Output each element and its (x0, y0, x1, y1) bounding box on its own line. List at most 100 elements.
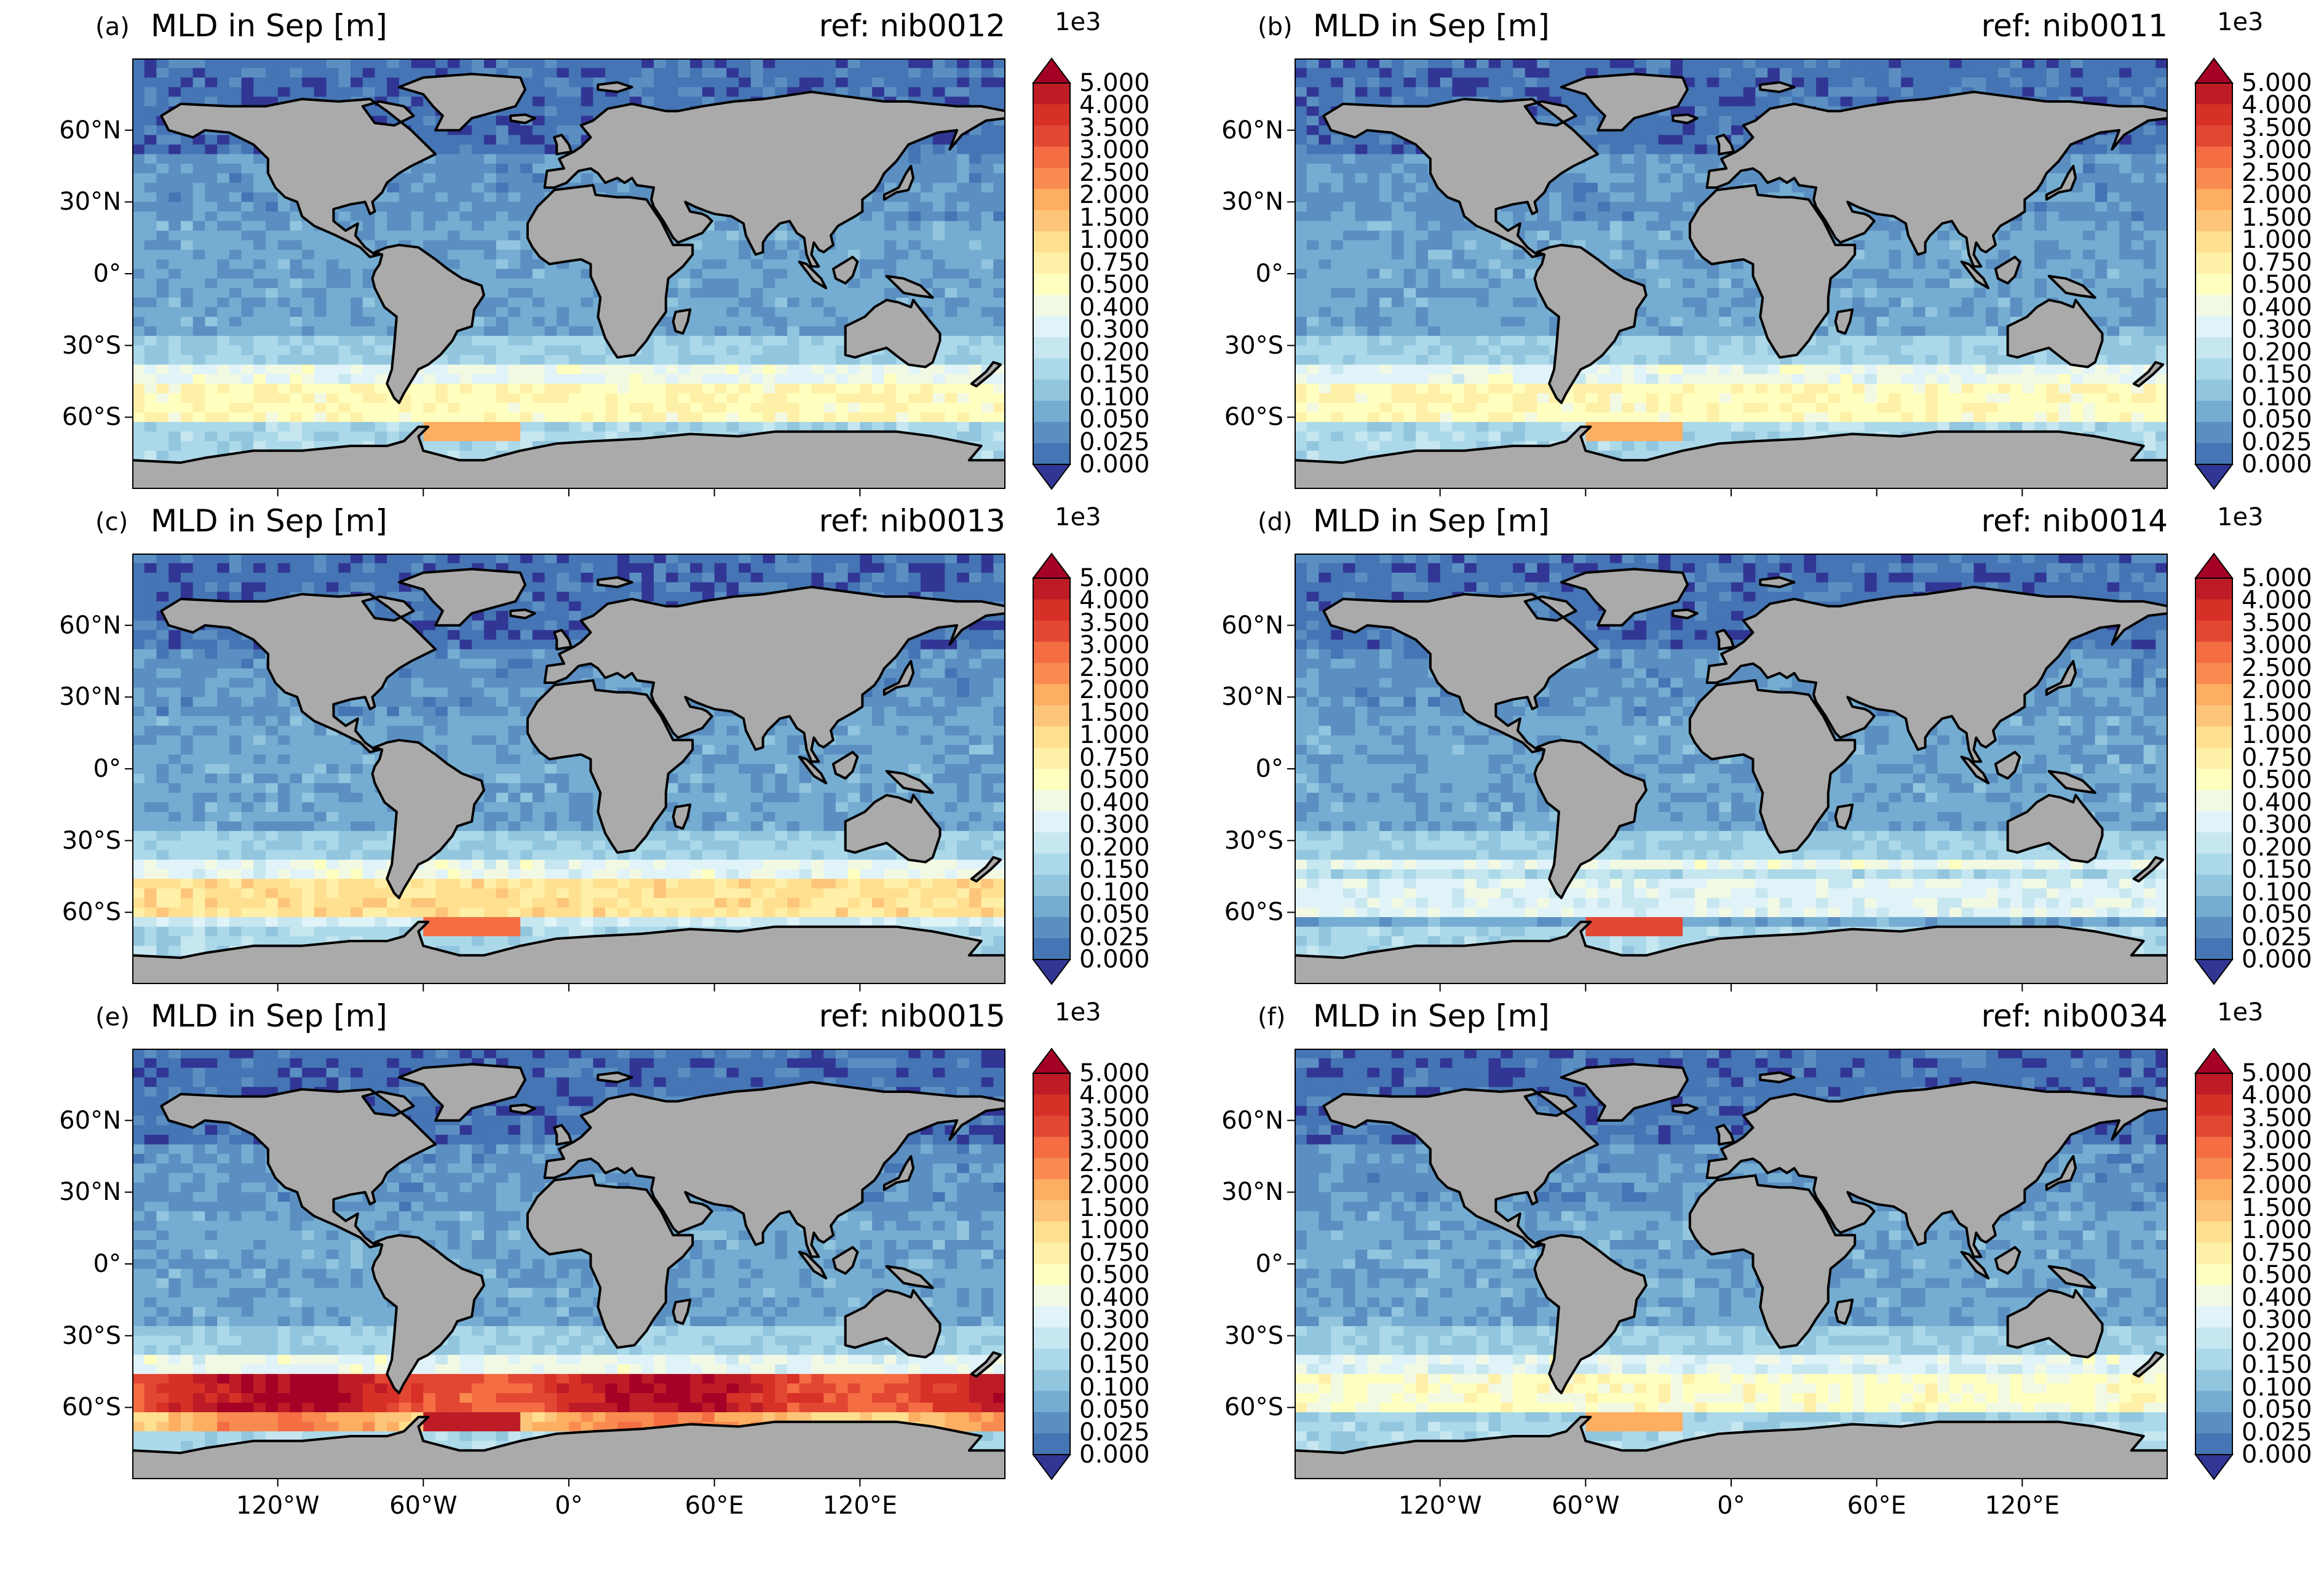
colorbar-tick-label: 0.050 (2242, 1396, 2312, 1424)
colorbar-tick-label: 0.025 (1079, 1418, 1150, 1447)
mld-field (125, 58, 1005, 496)
lat-tick-label: 30°S (61, 826, 121, 855)
colorbar-tick-label: 0.500 (2242, 1261, 2312, 1290)
mld-field (125, 554, 1005, 991)
colorbar-tick-label: 4.000 (1079, 1081, 1150, 1110)
mld-field (1287, 58, 2168, 496)
colorbar-tick-label: 5.000 (2242, 69, 2312, 97)
lat-tick-label: 30°S (61, 1321, 121, 1350)
colorbar-tick-label: 2.000 (2242, 1171, 2312, 1200)
lat-tick-label: 0° (1255, 1250, 1283, 1278)
mld-map (125, 1049, 1005, 1487)
colorbar-tick-label: 0.500 (2242, 271, 2312, 300)
lat-tick-label: 60°N (1221, 116, 1283, 145)
mld-field (1287, 1049, 2168, 1487)
colorbar-tick-label: 0.050 (1079, 1396, 1150, 1424)
colorbar-tick-label: 0.000 (1079, 945, 1150, 974)
panel-ref-label: ref: nib0034 (1981, 998, 2168, 1034)
lat-tick-label: 30°N (59, 1178, 121, 1207)
lat-tick-label: 60°S (61, 898, 121, 927)
lat-tick-label: 60°S (1224, 898, 1283, 927)
colorbar-tick-label: 0.050 (2242, 405, 2312, 434)
lat-tick-label: 0° (93, 1250, 121, 1278)
panel-letter: (c) (95, 508, 129, 536)
lon-tick-label: 60°E (1847, 1492, 1906, 1520)
colorbar-tick-label: 0.025 (2242, 1418, 2312, 1447)
colorbar-tick-label: 0.200 (2242, 338, 2312, 367)
colorbar-scale-label: 1e3 (1055, 998, 1101, 1027)
colorbar-tick-label: 0.750 (2242, 248, 2312, 277)
colorbar-tick-label: 0.500 (1079, 1261, 1150, 1290)
colorbar-tick-label: 1.000 (1079, 1216, 1150, 1245)
panel-title: MLD in Sep [m] (151, 8, 387, 44)
map-panel: (e) MLD in Sep [m] ref: nib0015 60°N 30°N 0° 3… (59, 998, 1295, 1541)
colorbar-tick-label: 0.150 (2242, 360, 2312, 389)
colorbar-tick-label: 0.100 (1079, 1373, 1150, 1402)
colorbar-tick-label: 2.500 (2242, 1148, 2312, 1177)
colorbar-tick-label: 0.400 (1079, 1283, 1150, 1312)
colorbar (2194, 1047, 2234, 1480)
lat-tick-label: 60°N (59, 1106, 121, 1135)
lat-tick-label: 30°S (61, 331, 121, 360)
colorbar-tick-label: 0.200 (1079, 338, 1150, 367)
colorbar (1032, 1047, 1071, 1480)
colorbar-tick-label: 2.000 (1079, 181, 1150, 210)
colorbar-tick-label: 0.025 (1079, 427, 1150, 456)
colorbar-tick-label: 0.050 (1079, 900, 1150, 929)
colorbar-tick-label: 2.500 (1079, 653, 1150, 682)
lon-tick-label: 120°E (822, 1492, 898, 1520)
land-mask (1295, 568, 2168, 984)
colorbar-tick-label: 5.000 (2242, 1059, 2312, 1087)
colorbar-tick-label: 0.300 (2242, 811, 2312, 840)
colorbar-tick-label: 0.750 (2242, 743, 2312, 772)
colorbar-tick-label: 0.100 (2242, 383, 2312, 411)
colorbar-tick-label: 1.000 (2242, 1216, 2312, 1245)
colorbar-tick-label: 0.400 (2242, 788, 2312, 817)
panel-ref-label: ref: nib0011 (1981, 8, 2168, 44)
lat-tick-label: 0° (1255, 755, 1283, 783)
colorbar-tick-label: 3.500 (2242, 608, 2312, 637)
colorbar-tick-label: 1.500 (1079, 698, 1150, 727)
panel-ref-label: ref: nib0012 (819, 8, 1005, 44)
panel-title: MLD in Sep [m] (1313, 503, 1550, 539)
colorbar-tick-label: 0.100 (2242, 878, 2312, 907)
colorbar-tick-label: 1.000 (2242, 226, 2312, 255)
colorbar-tick-label: 0.100 (1079, 383, 1150, 411)
colorbar-tick-label: 0.300 (1079, 1306, 1150, 1335)
lat-tick-label: 60°N (1221, 1106, 1283, 1135)
lat-tick-label: 0° (1255, 260, 1283, 288)
colorbar-tick-label: 0.200 (2242, 1328, 2312, 1357)
mld-map (1287, 58, 2168, 496)
colorbar-scale-label: 1e3 (1055, 503, 1101, 531)
lat-tick-label: 0° (93, 755, 121, 783)
colorbar-tick-label: 0.000 (2242, 945, 2312, 974)
panel-title: MLD in Sep [m] (1313, 998, 1550, 1034)
colorbar-tick-label: 1.500 (2242, 698, 2312, 727)
map-panel: (f) MLD in Sep [m] ref: nib0034 60°N 30°N 0° 3… (1221, 998, 2324, 1541)
lat-tick-label: 30°N (59, 683, 121, 712)
lat-tick-label: 30°N (1221, 188, 1283, 216)
colorbar-tick-label: 0.150 (2242, 856, 2312, 884)
colorbar-tick-label: 4.000 (2242, 91, 2312, 120)
colorbar-tick-label: 0.300 (2242, 316, 2312, 344)
land-mask (132, 1063, 1005, 1479)
colorbar-tick-label: 1.000 (1079, 721, 1150, 750)
colorbar-scale-label: 1e3 (1055, 8, 1101, 36)
colorbar-tick-label: 0.750 (1079, 1238, 1150, 1267)
colorbar-tick-label: 5.000 (1079, 564, 1150, 592)
colorbar-tick-label: 0.200 (1079, 833, 1150, 862)
colorbar-tick-label: 3.500 (2242, 1103, 2312, 1132)
lat-tick-label: 60°S (61, 403, 121, 432)
colorbar-tick-label: 0.000 (1079, 450, 1150, 479)
land-mask (132, 73, 1005, 489)
lat-tick-label: 30°N (59, 188, 121, 216)
mld-map (1287, 554, 2168, 991)
colorbar (1032, 57, 1071, 490)
colorbar-tick-label: 2.500 (1079, 1148, 1150, 1177)
lat-tick-label: 30°N (1221, 683, 1283, 712)
lat-tick-label: 60°N (1221, 611, 1283, 640)
colorbar-tick-label: 0.000 (2242, 450, 2312, 479)
colorbar-tick-label: 1.000 (2242, 721, 2312, 750)
map-panel: (a) MLD in Sep [m] ref: nib0012 60°N 30°N 0° 3… (59, 8, 1295, 550)
colorbar-tick-label: 4.000 (2242, 1081, 2312, 1110)
